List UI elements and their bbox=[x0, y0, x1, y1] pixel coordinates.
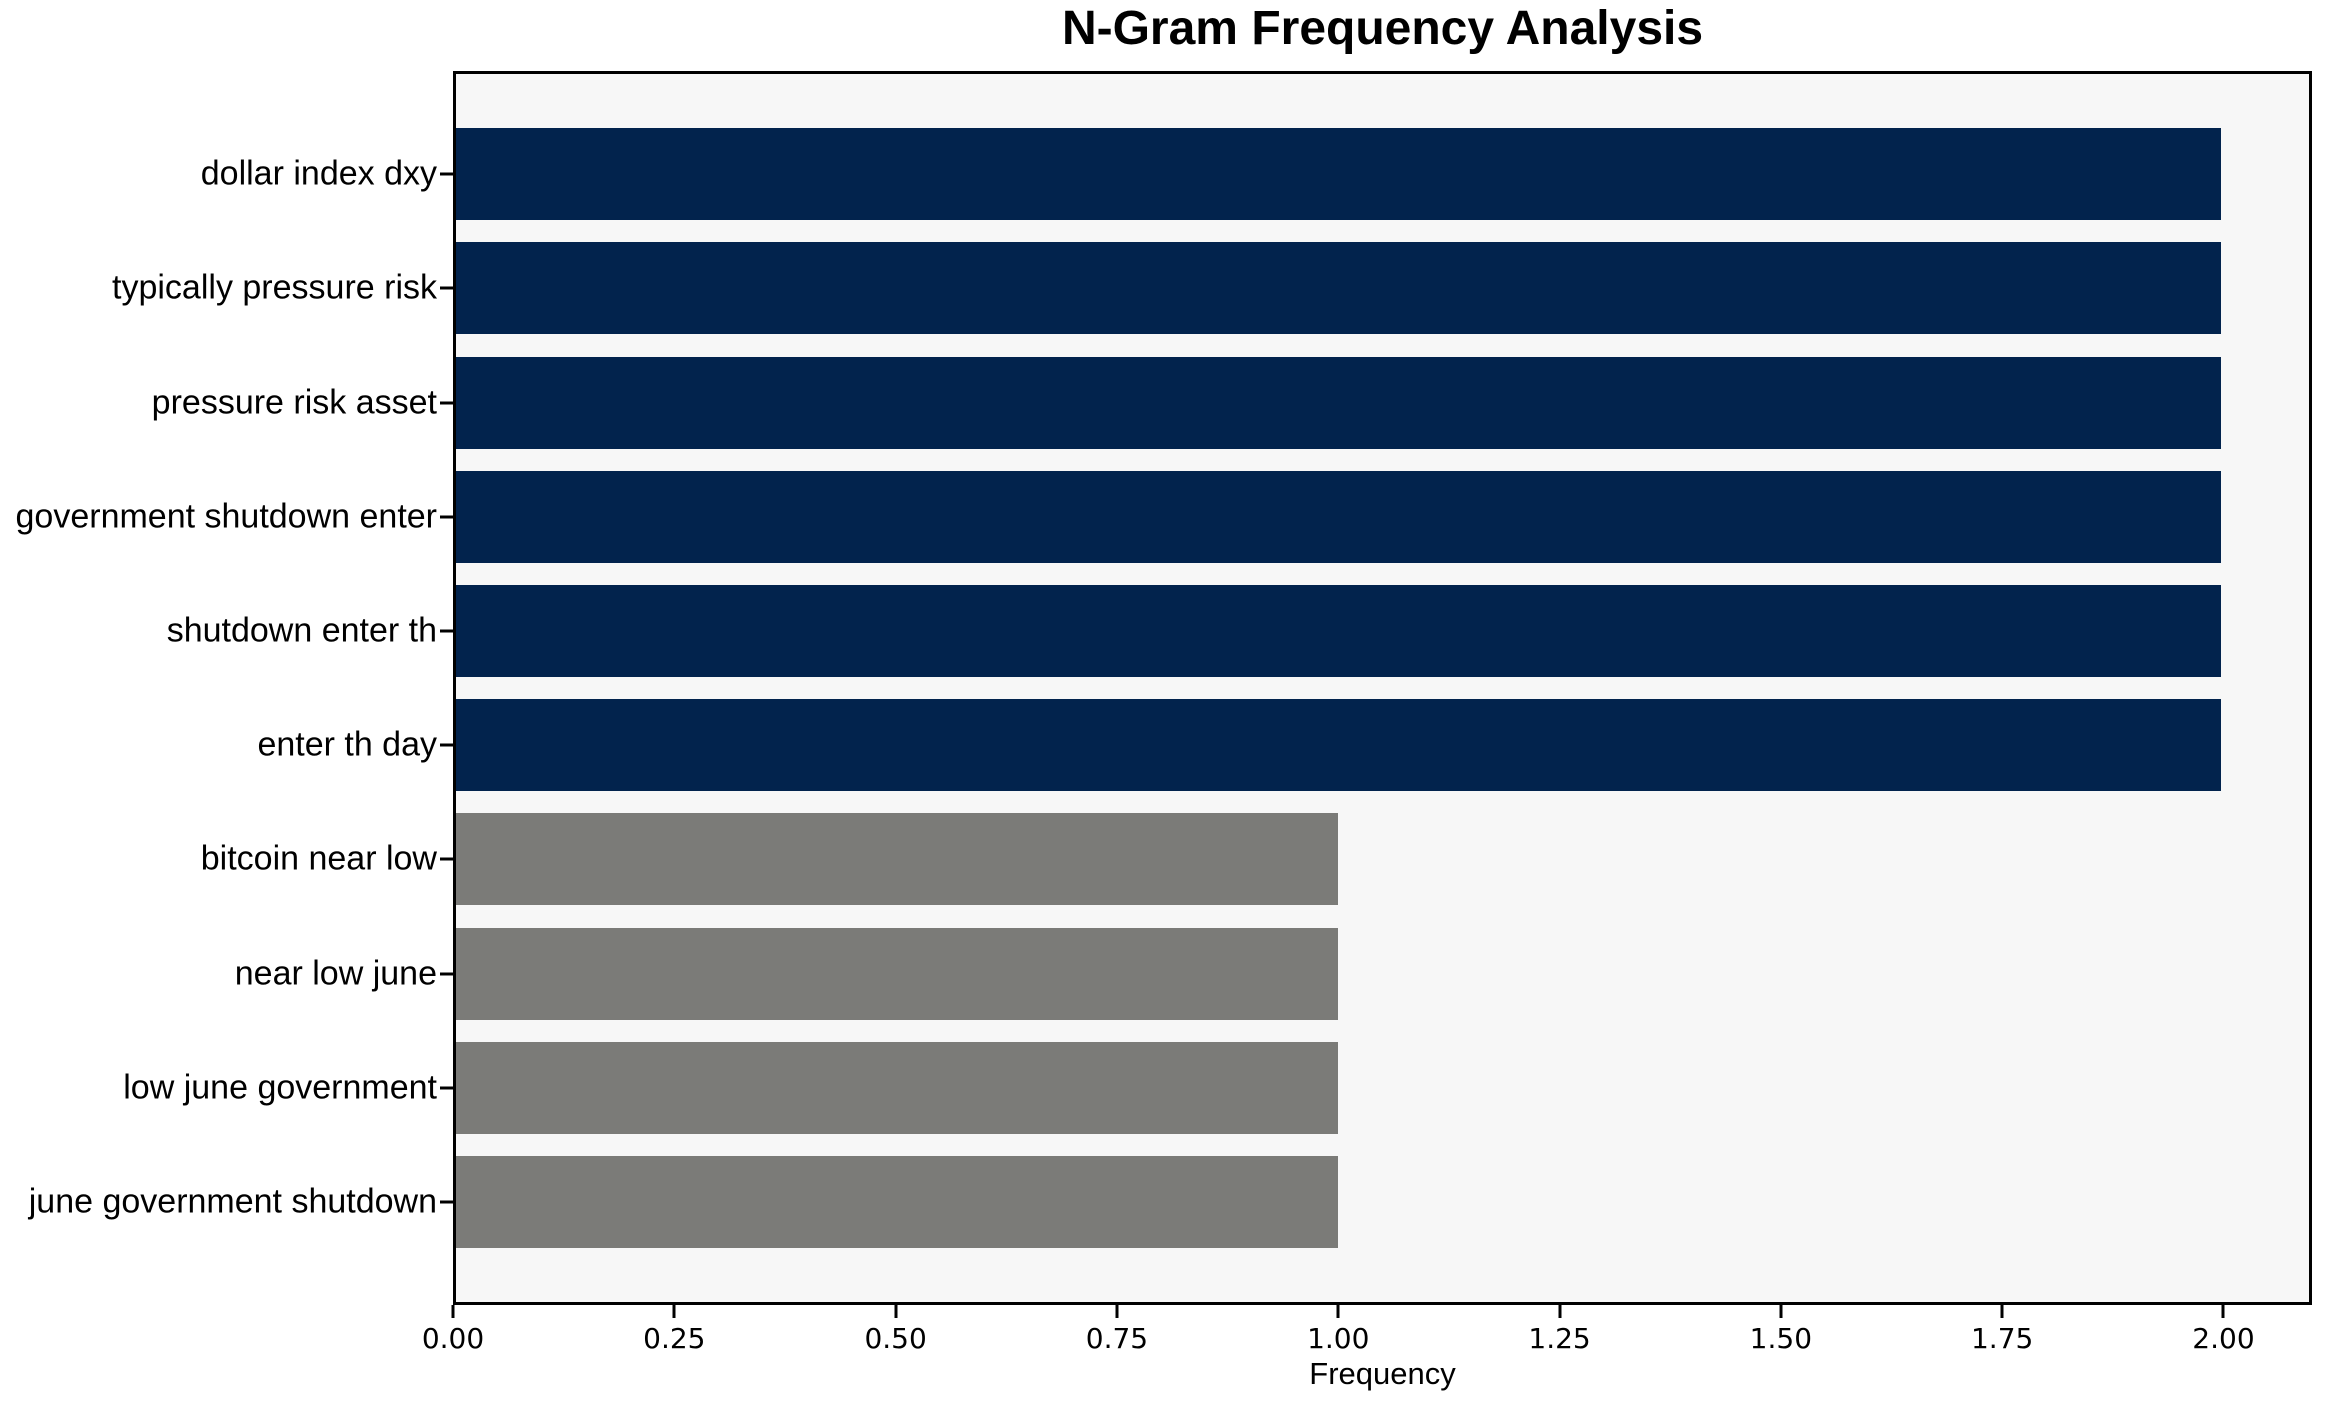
x-tick-label: 2.00 bbox=[2192, 1322, 2255, 1355]
y-tick-label: bitcoin near low bbox=[200, 839, 437, 878]
plot-area: dollar index dxy typically pressure risk p… bbox=[16, 71, 2312, 1305]
bar-row: government shutdown enter bbox=[16, 460, 2309, 574]
x-axis-label: Frequency bbox=[1309, 1356, 1456, 1391]
y-tick-label: pressure risk asset bbox=[151, 383, 437, 421]
y-tick-label: near low june bbox=[234, 954, 437, 993]
y-tick-mark bbox=[440, 401, 453, 404]
bar-row: enter th day bbox=[257, 688, 2309, 802]
y-tick-label: dollar index dxy bbox=[200, 154, 437, 193]
bar bbox=[456, 813, 1339, 906]
x-tick-label: 0.50 bbox=[864, 1322, 927, 1355]
y-tick-mark bbox=[440, 1200, 453, 1204]
x-tick-mark bbox=[1558, 1305, 1562, 1318]
bar bbox=[456, 470, 2221, 563]
x-tick-mark bbox=[672, 1305, 676, 1318]
x-axis: 0.00 0.25 0.50 0.75 1.00 1.25 1.50 1.75 2.00 bbox=[422, 1305, 2312, 1367]
bar bbox=[456, 356, 2221, 449]
y-tick-label: government shutdown enter bbox=[15, 497, 437, 536]
y-tick-mark bbox=[440, 857, 453, 861]
bar bbox=[456, 584, 2221, 677]
x-tick-label: 1.00 bbox=[1307, 1322, 1370, 1355]
x-tick-mark bbox=[1336, 1305, 1340, 1318]
bar-row: typically pressure risk bbox=[112, 231, 2309, 345]
x-tick-mark bbox=[2000, 1305, 2004, 1318]
bar bbox=[456, 1041, 1339, 1134]
y-tick-mark bbox=[440, 515, 453, 519]
bar-row: low june government bbox=[123, 1031, 2309, 1145]
x-tick-label: 0.75 bbox=[1085, 1322, 1149, 1355]
y-tick-label: june government shutdown bbox=[28, 1182, 437, 1221]
bar-row: pressure risk asset bbox=[152, 345, 2309, 459]
x-tick-label: 1.50 bbox=[1749, 1322, 1813, 1355]
x-tick-mark bbox=[1115, 1305, 1119, 1318]
y-tick-mark bbox=[440, 172, 453, 176]
bars-container: dollar index dxy typically pressure risk p… bbox=[16, 74, 2309, 1302]
bar-row: shutdown enter th bbox=[167, 574, 2309, 688]
y-tick-label: low june government bbox=[123, 1068, 437, 1107]
x-tick-label: 1.75 bbox=[1970, 1322, 2034, 1355]
bar-row: bitcoin near low bbox=[201, 802, 2309, 916]
bar-row: dollar index dxy bbox=[201, 117, 2309, 231]
x-tick-mark bbox=[451, 1305, 455, 1318]
x-tick-label: 0.25 bbox=[643, 1322, 706, 1355]
chart-title: N-Gram Frequency Analysis bbox=[1061, 2, 1704, 55]
y-tick-mark bbox=[440, 972, 453, 976]
bar bbox=[456, 699, 2221, 792]
x-tick-mark bbox=[2221, 1305, 2225, 1318]
y-tick-mark bbox=[440, 1086, 453, 1090]
bar-row: near low june bbox=[235, 916, 2309, 1030]
y-tick-mark bbox=[440, 629, 453, 633]
y-tick-mark bbox=[440, 286, 453, 290]
x-tick-label: 1.25 bbox=[1528, 1322, 1591, 1355]
bar bbox=[456, 1155, 1339, 1248]
bar bbox=[456, 128, 2221, 221]
bar bbox=[456, 242, 2221, 335]
y-tick-label: shutdown enter th bbox=[166, 611, 437, 650]
y-tick-label: enter th day bbox=[257, 725, 437, 764]
bar-row: june government shutdown bbox=[29, 1145, 2309, 1259]
x-tick-mark bbox=[894, 1305, 898, 1318]
x-tick-mark bbox=[1779, 1305, 1783, 1318]
x-tick-label: 0.00 bbox=[421, 1322, 485, 1355]
y-tick-mark bbox=[440, 743, 453, 747]
bar bbox=[456, 927, 1339, 1020]
y-tick-label: typically pressure risk bbox=[112, 268, 437, 307]
